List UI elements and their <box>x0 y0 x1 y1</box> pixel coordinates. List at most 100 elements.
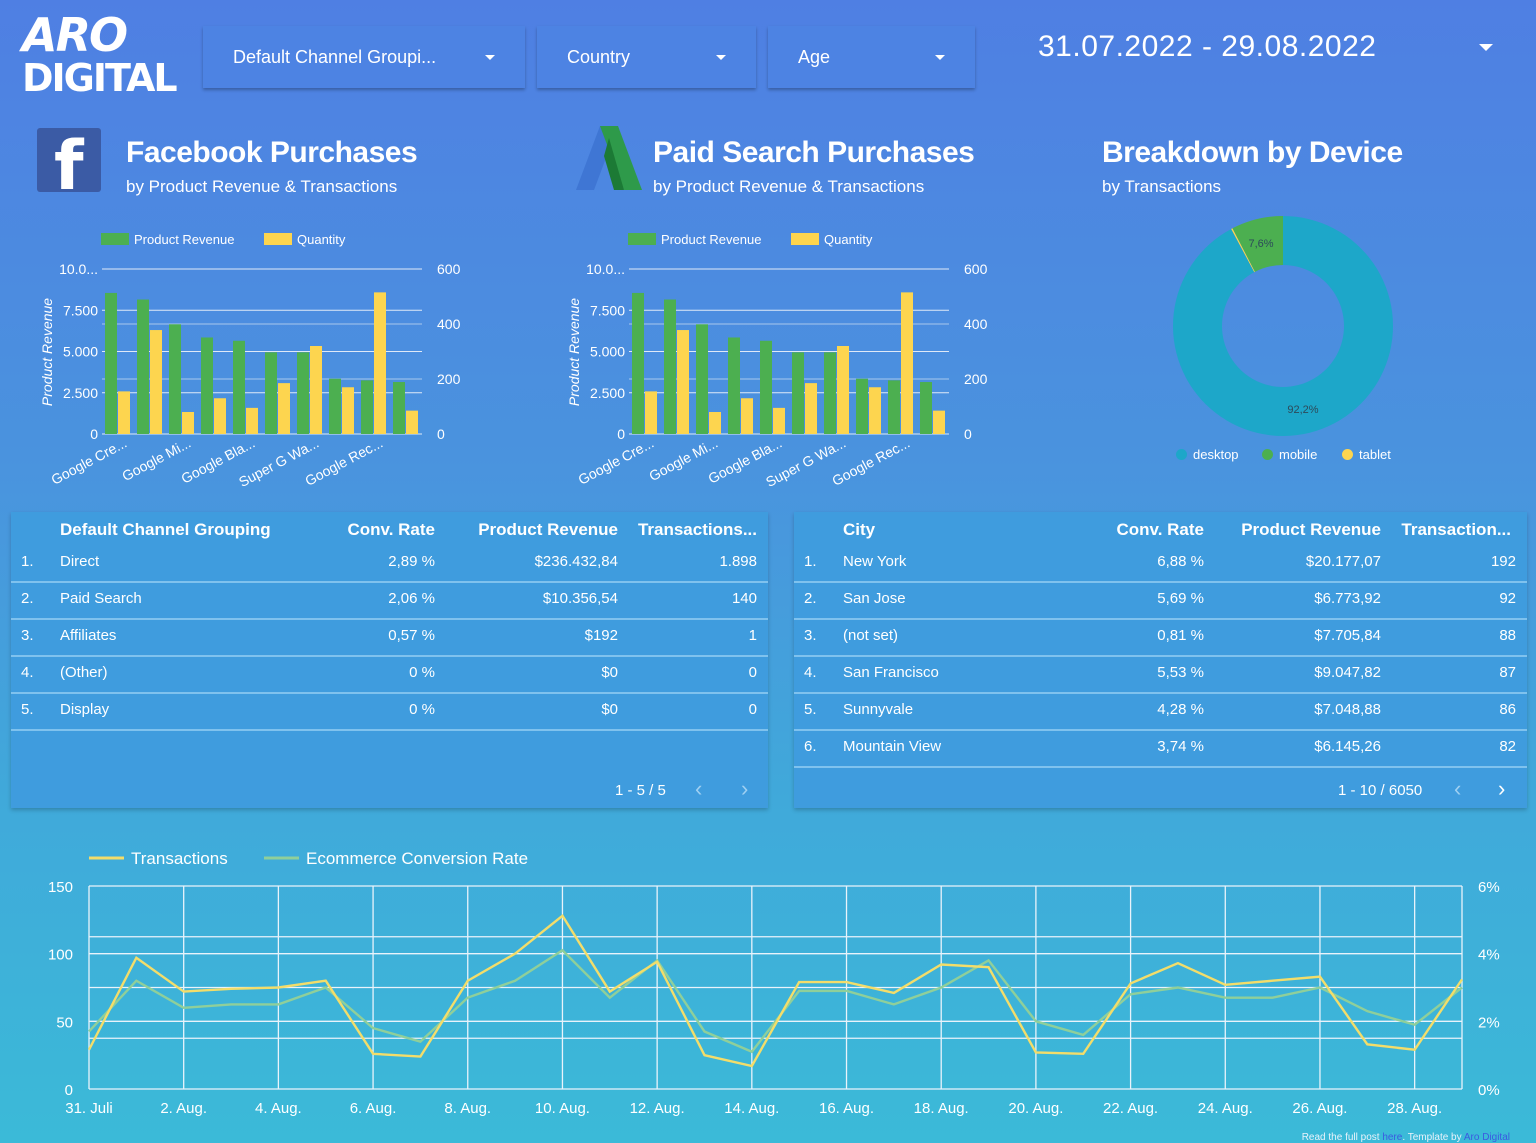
cell-rev: $9.047,82 <box>1314 664 1381 681</box>
cell-idx: 1. <box>804 553 817 570</box>
cell-name: Sunnyvale <box>843 701 914 718</box>
table-row[interactable]: 3. (not set) 0,81 % $7.705,84 88 <box>794 618 1527 657</box>
table-row[interactable]: 2. Paid Search 2,06 % $10.356,54 140 <box>11 581 768 620</box>
table-row[interactable]: 4. San Francisco 5,53 % $9.047,82 87 <box>794 655 1527 694</box>
table-row[interactable]: 5. Display 0 % $0 0 <box>11 692 768 731</box>
col-transactions[interactable]: Transactions... <box>637 520 757 539</box>
cell-name: Affiliates <box>60 627 117 644</box>
chevron-down-icon <box>716 54 726 60</box>
x-tick-label: 18. Aug. <box>914 1100 969 1117</box>
x-tick-label: 22. Aug. <box>1103 1100 1158 1117</box>
cell-rev: $10.356,54 <box>542 590 618 607</box>
cell-idx: 1. <box>21 553 34 570</box>
cell-idx: 3. <box>804 627 817 644</box>
legend-label: Quantity <box>824 232 873 247</box>
y-tick-label: 5.000 <box>63 344 98 360</box>
x-tick-label: 26. Aug. <box>1292 1100 1347 1117</box>
legend-dot <box>1342 449 1353 460</box>
col-channel[interactable]: Default Channel Grouping <box>60 520 271 539</box>
bar-quantity <box>278 383 290 434</box>
cell-conv: 0 % <box>409 664 435 681</box>
col-product-revenue[interactable]: Product Revenue <box>1241 520 1381 539</box>
channel-grouping-filter[interactable]: Default Channel Groupi... <box>203 26 525 88</box>
bar-product-revenue <box>920 382 932 434</box>
cell-name: (Other) <box>60 664 108 681</box>
prev-page-button[interactable]: ‹ <box>1454 776 1462 801</box>
bar-quantity <box>374 292 386 434</box>
legend-swatch-quantity <box>264 233 292 245</box>
bar-quantity <box>342 387 354 434</box>
bar-quantity <box>677 330 689 434</box>
bar-product-revenue <box>856 378 868 434</box>
table-row[interactable]: 1. New York 6,88 % $20.177,07 192 <box>794 544 1527 583</box>
next-page-button[interactable]: › <box>741 776 749 801</box>
date-range-picker[interactable]: 31.07.2022 - 29.08.2022 <box>1038 30 1377 63</box>
legend-swatch-quantity <box>791 233 819 245</box>
x-tick-label: 24. Aug. <box>1198 1100 1253 1117</box>
x-tick-label: 10. Aug. <box>535 1100 590 1117</box>
y2-tick-label: 400 <box>964 316 988 332</box>
y-tick-label: 7.500 <box>590 302 625 318</box>
y2-tick-label: 0% <box>1478 1082 1500 1099</box>
col-city[interactable]: City <box>843 520 876 539</box>
table-row[interactable]: 2. San Jose 5,69 % $6.773,92 92 <box>794 581 1527 620</box>
cell-tx: 0 <box>748 701 757 718</box>
y-tick-label: 2.500 <box>63 385 98 401</box>
bar-product-revenue <box>105 292 117 434</box>
cell-tx: 1.898 <box>719 553 757 570</box>
table-row[interactable]: 3. Affiliates 0,57 % $192 1 <box>11 618 768 657</box>
chevron-down-icon[interactable] <box>1479 44 1493 51</box>
y-tick-label: 10.0... <box>59 261 98 277</box>
cell-conv: 2,06 % <box>388 590 435 607</box>
cell-idx: 2. <box>804 590 817 607</box>
series-line-transactions <box>87 913 1463 1068</box>
bar-quantity <box>310 346 322 434</box>
cell-tx: 82 <box>1499 738 1516 755</box>
bar-quantity <box>182 412 194 434</box>
brand-line2: DIGITAL <box>22 56 178 100</box>
pagination-label: 1 - 5 / 5 <box>615 782 666 799</box>
col-conv-rate[interactable]: Conv. Rate <box>347 520 435 539</box>
facebook-bar-chart: Product Revenue Quantity 10.0... 7.500 5.000… <box>39 232 461 490</box>
cell-tx: 0 <box>748 664 757 681</box>
table-row[interactable]: 5. Sunnyvale 4,28 % $7.048,88 86 <box>794 692 1527 731</box>
table-row[interactable]: 1. Direct 2,89 % $236.432,84 1.898 <box>11 544 768 583</box>
legend-label: Ecommerce Conversion Rate <box>306 849 528 868</box>
cell-idx: 2. <box>21 590 34 607</box>
legend-item-mobile[interactable]: mobile <box>1262 447 1317 462</box>
slice-value-label: 7,6% <box>1248 238 1273 250</box>
country-filter[interactable]: Country <box>537 26 756 88</box>
col-transactions[interactable]: Transaction... <box>1401 520 1511 539</box>
cell-conv: 5,53 % <box>1157 664 1204 681</box>
prev-page-button[interactable]: ‹ <box>695 776 703 801</box>
bar-product-revenue <box>297 352 309 434</box>
trend-line-chart: Transactions Ecommerce Conversion Rate 150… <box>48 849 1500 1117</box>
cell-idx: 4. <box>804 664 817 681</box>
age-filter[interactable]: Age <box>768 26 975 88</box>
col-conv-rate[interactable]: Conv. Rate <box>1116 520 1204 539</box>
legend-label: Quantity <box>297 232 346 247</box>
footer-credit: Read the full post here. Template by Aro… <box>1302 1132 1510 1143</box>
table-row[interactable]: 4. (Other) 0 % $0 0 <box>11 655 768 694</box>
full-post-link[interactable]: here <box>1382 1132 1403 1143</box>
bar-product-revenue <box>169 324 181 434</box>
col-product-revenue[interactable]: Product Revenue <box>478 520 618 539</box>
cell-name: Display <box>60 701 110 718</box>
footer-text: Read the full post <box>1301 1132 1383 1143</box>
cell-rev: $6.773,92 <box>1314 590 1381 607</box>
bar-product-revenue <box>361 380 373 434</box>
city-table-header: City Conv. Rate Product Revenue Transact… <box>794 512 1527 544</box>
chart-legend: Product Revenue Quantity <box>628 232 873 247</box>
x-tick-label: 2. Aug. <box>160 1100 207 1117</box>
footer-text: . Template by <box>1402 1132 1464 1143</box>
x-tick-label: 20. Aug. <box>1008 1100 1063 1117</box>
table-row[interactable]: 6. Mountain View 3,74 % $6.145,26 82 <box>794 729 1527 768</box>
paid-search-title: Paid Search Purchases <box>653 136 975 169</box>
x-tick-label: 8. Aug. <box>444 1100 491 1117</box>
legend-item-desktop[interactable]: desktop <box>1176 447 1239 462</box>
y-tick-label: 10.0... <box>586 261 625 277</box>
next-page-button[interactable]: › <box>1498 776 1506 801</box>
bar-product-revenue <box>632 292 644 434</box>
legend-item-tablet[interactable]: tablet <box>1342 447 1391 462</box>
aro-digital-link[interactable]: Aro Digital <box>1463 1132 1510 1143</box>
